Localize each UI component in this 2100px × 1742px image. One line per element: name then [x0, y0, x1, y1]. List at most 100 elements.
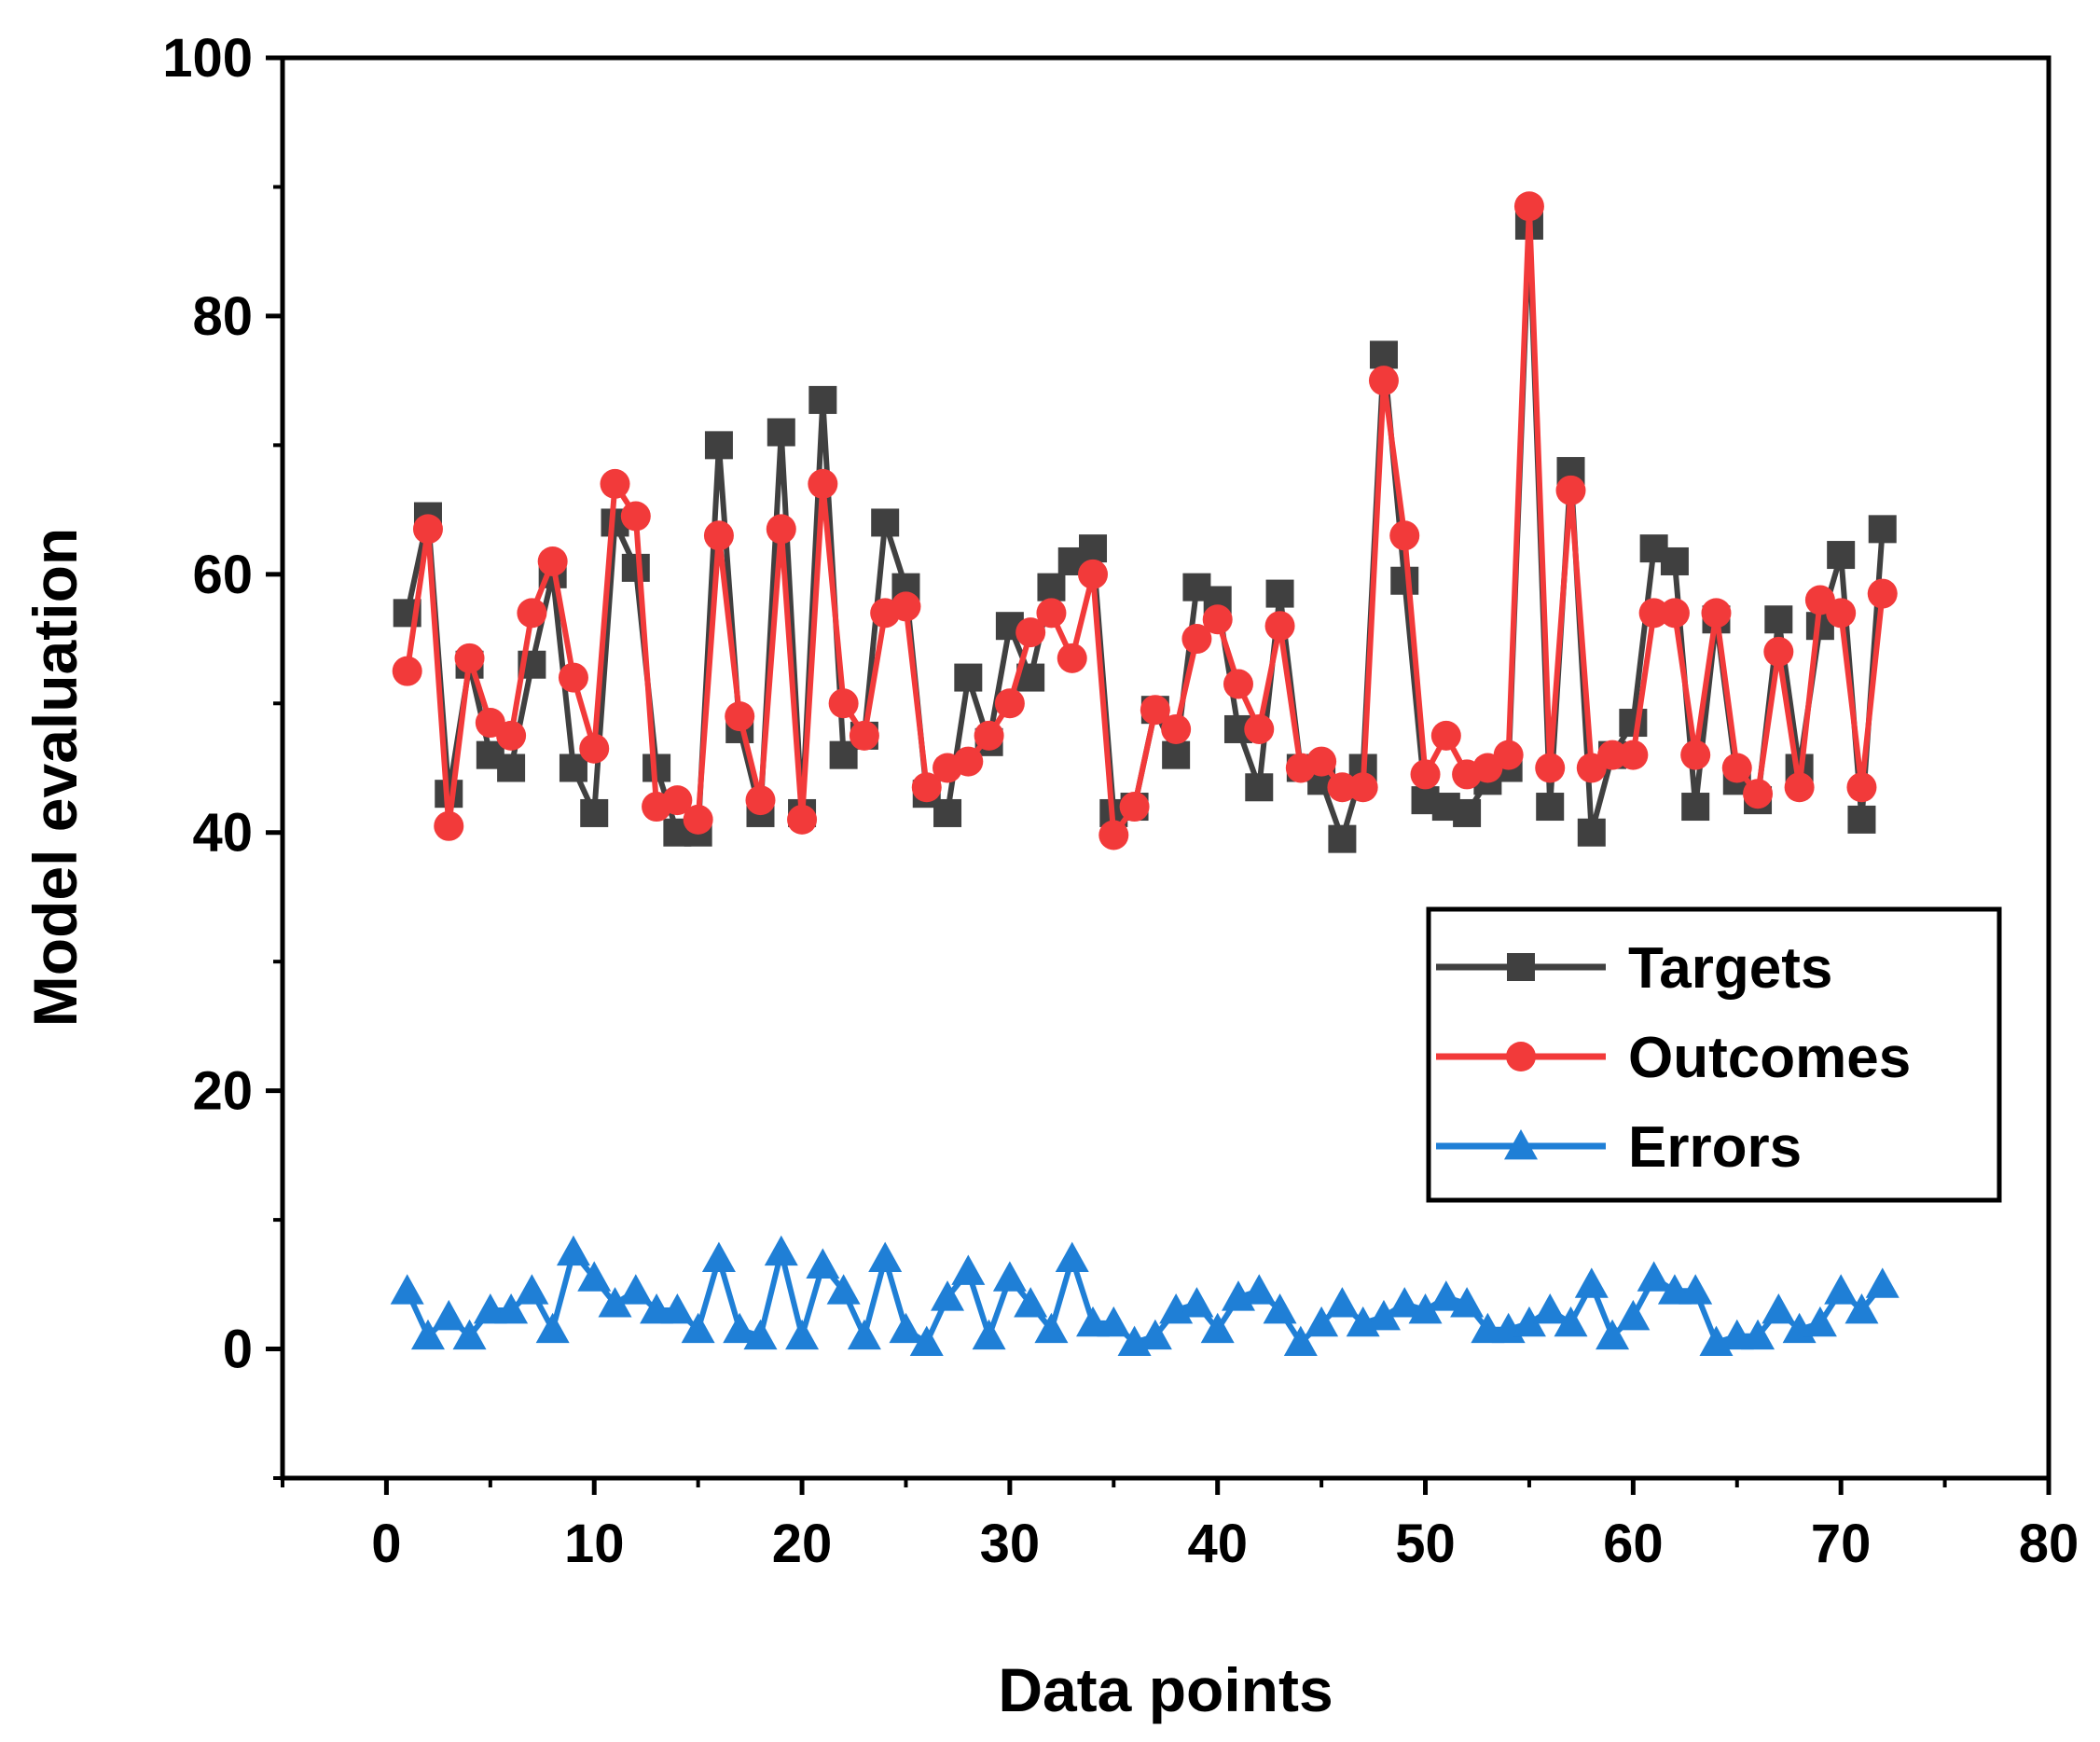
data-point-targets — [1827, 541, 1856, 570]
data-point-targets — [871, 508, 900, 537]
data-point-outcomes — [517, 598, 547, 629]
data-point-outcomes — [1140, 695, 1170, 726]
data-point-errors — [1014, 1287, 1048, 1318]
data-point-errors — [1263, 1293, 1297, 1324]
data-point-errors — [390, 1274, 424, 1305]
data-point-errors — [847, 1319, 881, 1350]
data-point-outcomes — [1867, 578, 1898, 609]
data-point-targets — [1536, 793, 1565, 822]
data-point-outcomes — [1826, 598, 1857, 629]
series-layer — [390, 191, 1900, 1357]
data-point-errors — [1097, 1306, 1131, 1337]
y-tick-label: 100 — [162, 28, 253, 89]
data-point-targets — [1390, 566, 1419, 595]
data-point-errors — [1242, 1274, 1277, 1305]
data-point-errors — [1388, 1287, 1422, 1318]
data-point-errors — [889, 1312, 923, 1344]
y-axis-title: Model evaluation — [21, 528, 90, 1027]
data-point-errors — [1055, 1241, 1089, 1273]
data-point-errors — [494, 1293, 529, 1324]
series-outcomes — [392, 191, 1898, 850]
data-point-outcomes — [994, 688, 1025, 719]
data-point-errors — [410, 1319, 445, 1350]
data-point-outcomes — [849, 720, 879, 751]
data-point-outcomes — [725, 701, 755, 732]
data-point-errors — [701, 1241, 736, 1273]
data-point-targets — [1619, 709, 1648, 738]
data-point-outcomes — [579, 733, 610, 764]
data-point-outcomes — [683, 804, 713, 835]
data-point-errors — [1283, 1325, 1318, 1357]
data-point-outcomes — [1244, 713, 1275, 744]
data-point-errors — [1429, 1280, 1463, 1311]
data-point-errors — [723, 1312, 757, 1344]
y-tick-label: 20 — [192, 1061, 253, 1122]
data-point-targets — [1681, 793, 1710, 822]
x-tick-label: 10 — [564, 1514, 625, 1574]
data-point-errors — [515, 1274, 549, 1305]
data-point-outcomes — [1513, 191, 1544, 222]
data-point-targets — [808, 385, 837, 414]
data-point-errors — [1865, 1267, 1900, 1298]
data-point-outcomes — [558, 662, 588, 693]
data-point-outcomes — [1410, 759, 1441, 790]
data-point-errors — [1679, 1274, 1713, 1305]
data-point-errors — [1741, 1319, 1775, 1350]
data-point-outcomes — [1555, 475, 1586, 505]
data-point-targets — [1369, 340, 1398, 369]
x-tick-label: 40 — [1187, 1514, 1248, 1574]
data-point-outcomes — [1784, 772, 1815, 803]
data-point-errors — [1844, 1293, 1879, 1324]
data-point-errors — [1533, 1293, 1568, 1324]
y-tick-label: 0 — [223, 1320, 253, 1380]
data-point-outcomes — [953, 746, 984, 777]
data-point-targets — [1328, 824, 1357, 853]
data-point-errors — [660, 1293, 695, 1324]
data-point-outcomes — [1368, 366, 1399, 396]
data-point-errors — [764, 1235, 798, 1266]
data-point-outcomes — [1493, 740, 1524, 770]
series-errors — [390, 1235, 1900, 1357]
data-point-errors — [743, 1319, 778, 1350]
data-point-outcomes — [1701, 598, 1732, 629]
data-point-errors — [1138, 1319, 1172, 1350]
legend: Targets Outcomes Errors — [1426, 906, 2002, 1203]
data-point-outcomes — [1389, 520, 1420, 551]
data-point-outcomes — [1223, 669, 1253, 699]
data-point-errors — [909, 1325, 944, 1357]
legend-label-outcomes: Outcomes — [1628, 1026, 1911, 1090]
legend-entry-outcomes: Outcomes — [1436, 1026, 1911, 1090]
data-point-outcomes — [828, 688, 859, 719]
data-point-outcomes — [1721, 753, 1752, 783]
data-point-targets — [1245, 773, 1274, 802]
x-tick-label: 80 — [2019, 1514, 2079, 1574]
legend-marker-errors — [1504, 1129, 1538, 1160]
data-point-errors — [432, 1299, 466, 1331]
data-point-errors — [1824, 1274, 1858, 1305]
data-point-errors — [1200, 1312, 1235, 1344]
data-point-targets — [704, 431, 733, 460]
x-tick-label: 0 — [371, 1514, 401, 1574]
data-point-outcomes — [1036, 598, 1067, 629]
data-point-outcomes — [1846, 772, 1877, 803]
data-point-errors — [868, 1241, 903, 1273]
data-point-errors — [931, 1280, 965, 1311]
data-point-errors — [1762, 1293, 1796, 1324]
x-tick-label: 50 — [1395, 1514, 1456, 1574]
data-point-outcomes — [434, 810, 464, 841]
data-point-targets — [1162, 740, 1191, 769]
x-tick-label: 20 — [772, 1514, 833, 1574]
data-point-outcomes — [1057, 643, 1087, 673]
y-tick-label: 40 — [192, 803, 253, 864]
data-point-outcomes — [392, 656, 422, 686]
data-point-errors — [1596, 1319, 1630, 1350]
data-point-outcomes — [1181, 624, 1212, 655]
data-point-outcomes — [1535, 753, 1566, 783]
data-point-errors — [1574, 1267, 1609, 1298]
data-point-targets — [1453, 798, 1482, 827]
data-point-errors — [972, 1319, 1006, 1350]
data-point-outcomes — [1306, 746, 1337, 777]
x-tick-label: 30 — [980, 1514, 1041, 1574]
data-point-errors — [556, 1235, 590, 1266]
data-point-targets — [580, 798, 609, 827]
